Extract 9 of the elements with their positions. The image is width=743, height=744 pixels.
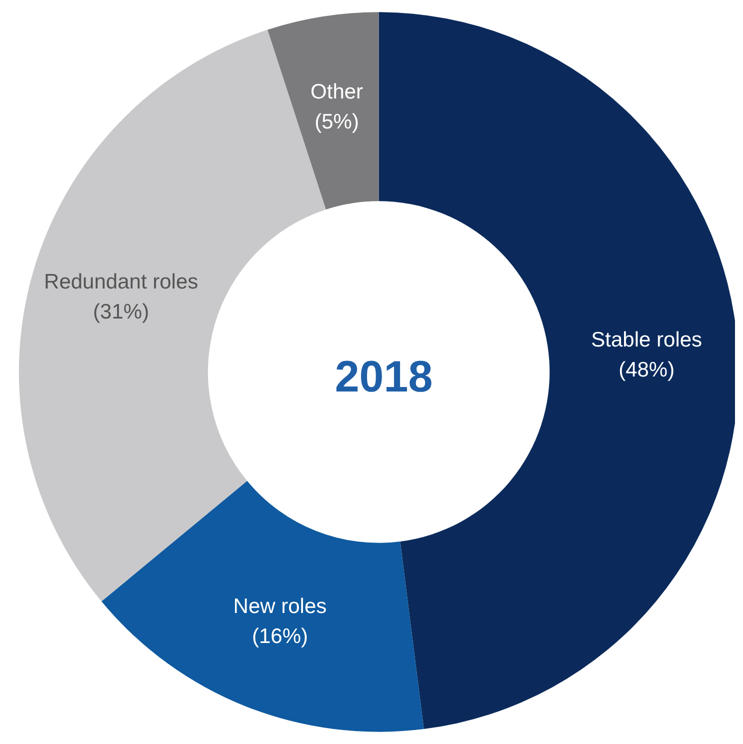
data-label: (48%) <box>618 358 675 382</box>
slice-label: New roles <box>233 595 327 618</box>
data-label: (31%) <box>93 300 150 324</box>
slice-label: Redundant roles <box>44 270 198 294</box>
data-label: (16%) <box>252 625 308 648</box>
slice-label: Other <box>310 80 364 104</box>
text: 2018 <box>334 352 433 402</box>
slice-label: Stable roles <box>591 328 702 352</box>
data-label: (5%) <box>314 110 359 134</box>
